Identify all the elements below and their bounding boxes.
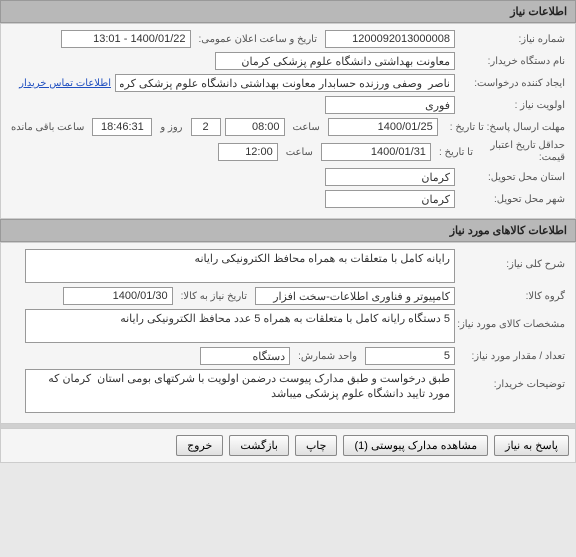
priority-field[interactable]: [325, 96, 455, 114]
goods-need-date-label: تاریخ نیاز به کالا:: [177, 291, 251, 302]
need-no-label: شماره نیاز:: [459, 34, 569, 45]
buyer-notes-label: توضیحات خریدار:: [459, 369, 569, 390]
goods-group-label: گروه کالا:: [459, 291, 569, 302]
print-button[interactable]: چاپ: [295, 435, 338, 456]
min-valid-label: حداقل تاریخ اعتبار قیمت:: [481, 140, 569, 164]
button-bar: پاسخ به نیاز مشاهده مدارک پیوستی (1) چاپ…: [0, 428, 576, 463]
city-field[interactable]: [325, 190, 455, 208]
need-info-body: شماره نیاز: تاریخ و ساعت اعلان عمومی: نا…: [0, 23, 576, 219]
unit-label: واحد شمارش:: [294, 351, 361, 362]
days-left-field[interactable]: [191, 118, 221, 136]
request-creator-label: ایجاد کننده درخواست:: [459, 78, 569, 89]
reply-button[interactable]: پاسخ به نیاز: [494, 435, 569, 456]
need-info-header: اطلاعات نیاز: [0, 0, 576, 23]
until-date-label: تا تاریخ :: [435, 147, 477, 158]
valid-until-date-field[interactable]: [321, 143, 431, 161]
reply-time-field[interactable]: [225, 118, 285, 136]
request-creator-field[interactable]: [115, 74, 455, 92]
days-and-label: روز و: [156, 122, 186, 133]
unit-field[interactable]: [200, 347, 290, 365]
qty-label: تعداد / مقدار مورد نیاز:: [459, 351, 569, 362]
remaining-label: ساعت باقی مانده: [7, 122, 88, 133]
announce-dt-label: تاریخ و ساعت اعلان عمومی:: [195, 34, 322, 45]
buyer-org-field[interactable]: [215, 52, 455, 70]
goods-spec-label: مشخصات کالای مورد نیاز:: [459, 309, 569, 330]
goods-group-field[interactable]: [255, 287, 455, 305]
buyer-org-label: نام دستگاه خریدار:: [459, 56, 569, 67]
qty-field[interactable]: [365, 347, 455, 365]
reply-deadline-label: مهلت ارسال پاسخ: تا تاریخ :: [442, 122, 569, 133]
goods-spec-field[interactable]: [25, 309, 455, 343]
general-desc-label: شرح کلی نیاز:: [459, 249, 569, 270]
province-label: استان محل تحویل:: [459, 172, 569, 183]
priority-label: اولویت نیاز :: [459, 100, 569, 111]
reply-date-field[interactable]: [328, 118, 438, 136]
buyer-notes-field[interactable]: [25, 369, 455, 413]
goods-info-body: شرح کلی نیاز: گروه کالا: تاریخ نیاز به ک…: [0, 242, 576, 424]
valid-until-time-label: ساعت: [282, 147, 317, 158]
goods-need-date-field[interactable]: [63, 287, 173, 305]
announce-dt-field[interactable]: [61, 30, 191, 48]
time-left-field[interactable]: [92, 118, 152, 136]
back-button[interactable]: بازگشت: [229, 435, 289, 456]
province-field[interactable]: [325, 168, 455, 186]
reply-time-label: ساعت: [289, 122, 324, 133]
attachments-button[interactable]: مشاهده مدارک پیوستی (1): [343, 435, 488, 456]
city-label: شهر محل تحویل:: [459, 194, 569, 205]
contact-link[interactable]: اطلاعات تماس خریدار: [19, 78, 111, 89]
general-desc-field[interactable]: [25, 249, 455, 283]
exit-button[interactable]: خروج: [176, 435, 223, 456]
goods-info-header: اطلاعات کالاهای مورد نیاز: [0, 219, 576, 242]
valid-until-time-field[interactable]: [218, 143, 278, 161]
need-no-field[interactable]: [325, 30, 455, 48]
